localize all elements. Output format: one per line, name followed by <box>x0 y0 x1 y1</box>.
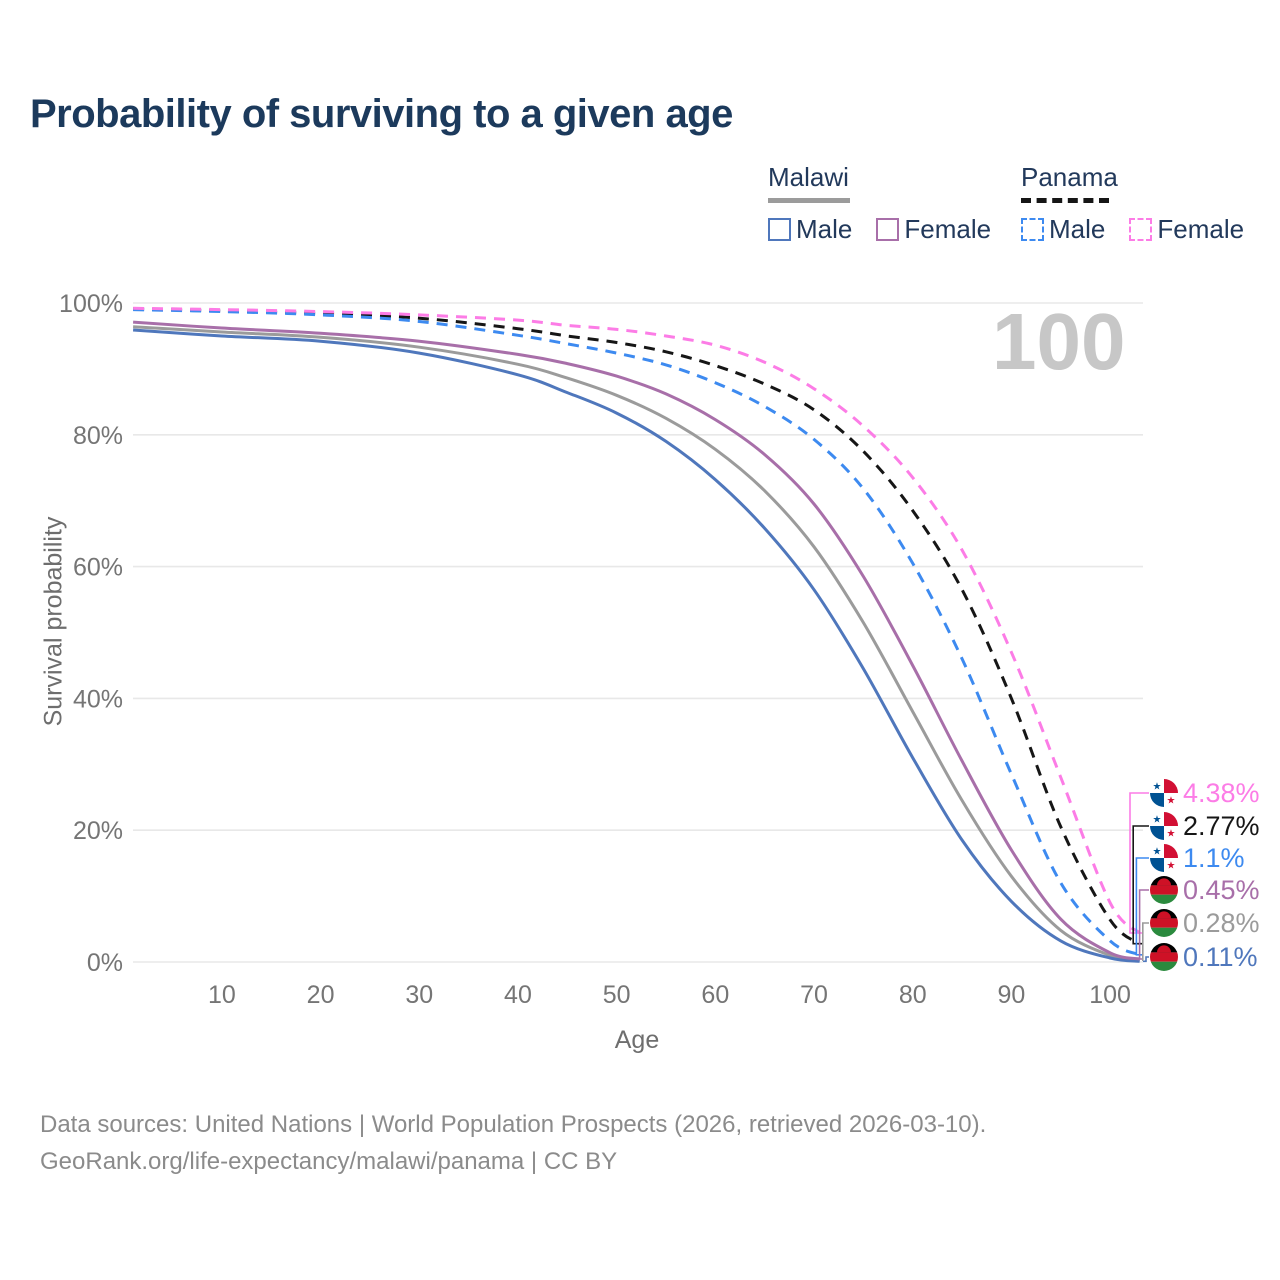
malawi-female-swatch-icon <box>876 218 900 241</box>
end-label-value: 0.45% <box>1183 874 1260 905</box>
malawi-flag-icon <box>1150 909 1178 937</box>
end-label-leader-line <box>1142 922 1149 961</box>
end-label-value: 4.38% <box>1183 777 1260 808</box>
series-line-malawi-female[interactable] <box>132 320 1140 961</box>
footer-line-sources: Data sources: United Nations | World Pop… <box>40 1111 987 1138</box>
x-tick-label: 90 <box>998 981 1026 1009</box>
panama-male-swatch-icon <box>1021 218 1044 241</box>
x-tick-label: 60 <box>701 981 729 1009</box>
panama-flag-icon: ★ ★ <box>1150 844 1178 872</box>
legend-country-panama: Panama <box>1021 162 1118 192</box>
end-label-leader-line <box>1132 825 1149 945</box>
legend-item-label: Female <box>1157 214 1245 244</box>
svg-text:★: ★ <box>1153 782 1162 793</box>
svg-text:★: ★ <box>1167 861 1176 872</box>
end-label-malawi-total[interactable]: 0.28% <box>1150 907 1260 939</box>
end-label-value: 1.1% <box>1183 842 1245 873</box>
legend-linestyle-dashed-sample <box>1021 198 1109 203</box>
y-axis-title: Survival probability <box>39 516 68 727</box>
svg-text:★: ★ <box>1153 847 1162 858</box>
x-axis-title: Age <box>614 1026 660 1054</box>
y-tick-label: 40% <box>73 685 123 713</box>
end-label-malawi-female[interactable]: 0.45% <box>1150 874 1260 906</box>
legend-item-label: Female <box>904 214 992 244</box>
end-label-panama-total[interactable]: ★ ★ 2.77% <box>1150 810 1260 842</box>
panama-flag-icon: ★ ★ <box>1150 779 1178 807</box>
footer-line-attribution: GeoRank.org/life-expectancy/malawi/panam… <box>40 1148 618 1175</box>
end-label-value: 0.11% <box>1183 941 1258 972</box>
malawi-flag-icon <box>1150 876 1178 904</box>
panama-female-swatch-icon <box>1129 218 1153 241</box>
y-tick-label: 80% <box>73 422 123 450</box>
series-line-panama-total[interactable] <box>133 307 1141 945</box>
series-line-panama-male[interactable] <box>133 308 1141 957</box>
legend-country-malawi: Malawi <box>768 162 849 192</box>
series-line-malawi-total[interactable] <box>133 325 1140 962</box>
legend-item-panama-male[interactable]: Male <box>1021 214 1105 245</box>
legend-group-malawi: Malawi Male Female <box>768 162 1015 245</box>
end-label-panama-female[interactable]: ★ ★ 4.38% <box>1150 777 1260 809</box>
x-tick-label: 10 <box>208 981 236 1009</box>
x-tick-label: 50 <box>603 981 631 1009</box>
panama-flag-icon: ★ ★ <box>1150 812 1178 840</box>
x-tick-label: 20 <box>307 981 335 1009</box>
x-tick-label: 70 <box>800 981 828 1009</box>
page-title: Probability of surviving to a given age <box>30 92 733 136</box>
survival-probability-plot[interactable]: 0% 20% 40% 60% 80% 100% 10 20 30 40 50 60 70 80 90 100 <box>0 0 1280 1080</box>
end-label-leader-line <box>1143 956 1149 963</box>
x-tick-label: 40 <box>504 981 532 1009</box>
legend-item-label: Male <box>796 214 853 244</box>
data-source-footer: Data sources: United Nations | World Pop… <box>40 1106 986 1180</box>
svg-text:★: ★ <box>1153 815 1162 826</box>
legend-item-malawi-male[interactable]: Male <box>768 214 852 245</box>
y-tick-label: 0% <box>87 949 123 977</box>
legend-item-panama-female[interactable]: Female <box>1129 214 1244 245</box>
y-tick-label: 60% <box>73 554 123 582</box>
x-tick-label: 80 <box>899 981 927 1009</box>
end-label-leader-line <box>1138 889 1149 960</box>
legend-item-malawi-female[interactable]: Female <box>876 214 991 245</box>
legend-group-panama: Panama Male Female <box>1021 162 1268 245</box>
legend-item-label: Male <box>1049 214 1106 244</box>
y-tick-label: 100% <box>59 290 123 318</box>
svg-text:★: ★ <box>1167 829 1176 840</box>
end-label-malawi-male[interactable]: 0.11% <box>1150 941 1258 973</box>
svg-text:★: ★ <box>1167 796 1176 807</box>
legend-linestyle-solid-sample <box>768 198 850 203</box>
series-line-malawi-male[interactable] <box>132 328 1140 963</box>
end-label-value: 0.28% <box>1183 907 1260 938</box>
malawi-flag-icon <box>1150 943 1178 971</box>
end-label-value: 2.77% <box>1183 810 1260 841</box>
end-label-panama-male[interactable]: ★ ★ 1.1% <box>1150 842 1245 874</box>
malawi-male-swatch-icon <box>768 218 791 241</box>
x-tick-label: 30 <box>405 981 433 1009</box>
x-tick-label: 100 <box>1089 981 1131 1009</box>
y-tick-label: 20% <box>73 817 123 845</box>
hovered-age-watermark: 100 <box>992 297 1126 386</box>
series-line-panama-female[interactable] <box>133 306 1141 935</box>
